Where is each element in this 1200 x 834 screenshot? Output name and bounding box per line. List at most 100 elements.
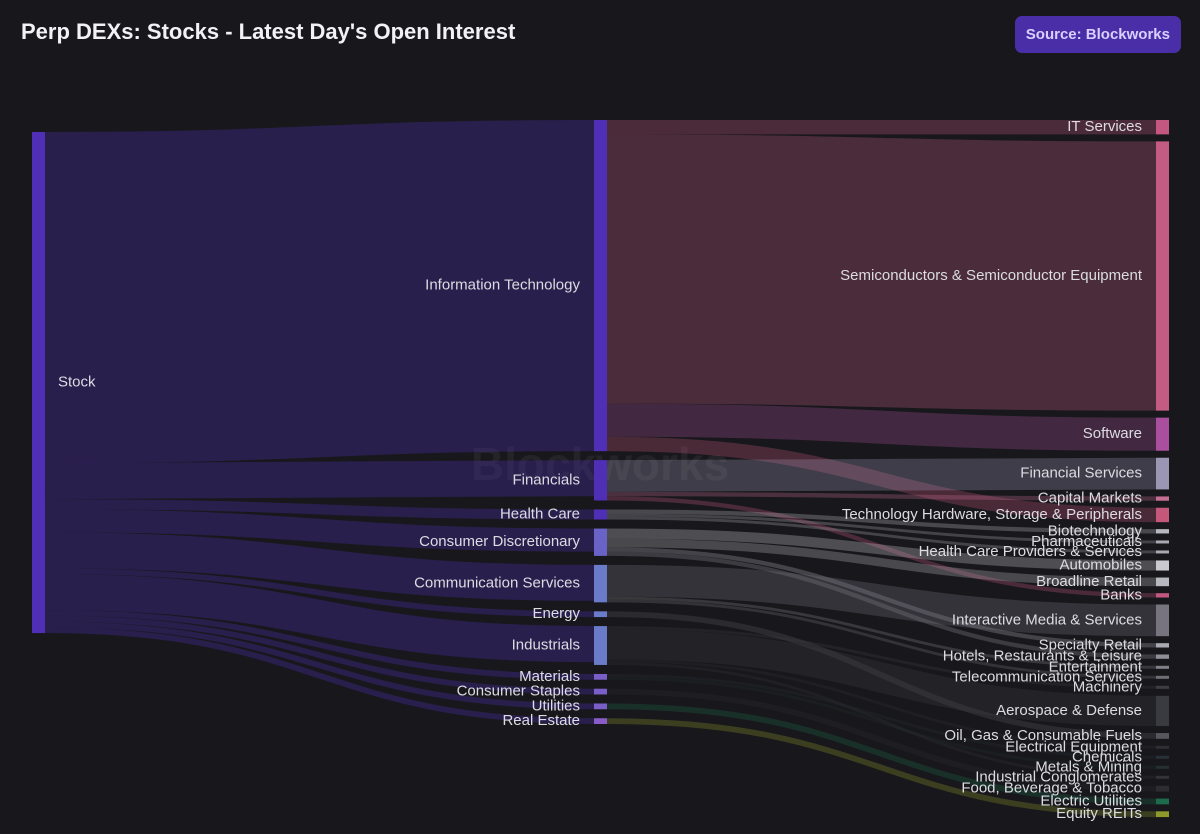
sankey-link-it-soft[interactable] — [606, 403, 1157, 451]
sankey-node-hc[interactable] — [594, 509, 607, 520]
sankey-node-ent[interactable] — [1156, 665, 1169, 669]
sankey-link-stock-stap[interactable] — [44, 615, 595, 695]
sankey-label-hcps: Health Care Providers & Services — [919, 543, 1142, 560]
sankey-link-stock-re[interactable] — [44, 627, 595, 724]
sankey-link-ind-aero[interactable] — [606, 628, 1157, 727]
sankey-link-it-semi[interactable] — [606, 134, 1157, 411]
sankey-node-cd[interactable] — [594, 528, 607, 556]
sankey-link-stock-cs[interactable] — [44, 532, 595, 601]
sankey-label-fin: Financials — [512, 471, 580, 488]
sankey-link-stock-ind[interactable] — [44, 574, 595, 663]
sankey-node-elec[interactable] — [1156, 745, 1169, 749]
sankey-node-hotels[interactable] — [1156, 654, 1169, 659]
sankey-node-soft[interactable] — [1156, 417, 1169, 451]
sankey-node-capm[interactable] — [1156, 496, 1169, 501]
sankey-node-finserv[interactable] — [1156, 457, 1169, 490]
sankey-link-cd-hotels[interactable] — [606, 551, 1157, 659]
sankey-link-cs-ent[interactable] — [606, 596, 1157, 669]
sankey-label-cs: Communication Services — [414, 575, 580, 592]
sankey-label-ent: Entertainment — [1049, 658, 1143, 675]
sankey-link-stock-util[interactable] — [44, 621, 595, 710]
sankey-node-hcps[interactable] — [1156, 550, 1169, 554]
sankey-node-ind[interactable] — [594, 626, 607, 665]
sankey-node-mach[interactable] — [1156, 685, 1169, 689]
sankey-node-banks[interactable] — [1156, 593, 1169, 598]
sankey-node-stap[interactable] — [594, 688, 607, 695]
sankey-label-it: Information Technology — [425, 277, 580, 294]
sankey-link-util-elutil[interactable] — [606, 703, 1157, 805]
sankey-label-cd: Consumer Discretionary — [419, 533, 580, 550]
sankey-label-bio: Biotechnology — [1048, 522, 1143, 539]
sankey-node-oil[interactable] — [1156, 733, 1169, 739]
sankey-node-broad[interactable] — [1156, 577, 1169, 587]
sankey-node-bio[interactable] — [1156, 529, 1169, 534]
sankey-node-aero[interactable] — [1156, 695, 1169, 727]
sankey-link-stock-mat[interactable] — [44, 610, 595, 680]
sankey-link-hc-hcps[interactable] — [606, 516, 1157, 554]
sankey-label-broad: Broadline Retail — [1036, 573, 1142, 590]
sankey-links — [44, 120, 1157, 818]
sankey-node-it[interactable] — [594, 120, 607, 452]
sankey-link-stock-fin[interactable] — [44, 460, 595, 500]
sankey-node-semi[interactable] — [1156, 141, 1169, 411]
sankey-link-ind-elec[interactable] — [606, 659, 1157, 749]
sankey-link-hc-bio[interactable] — [606, 509, 1157, 534]
sankey-link-hc-pharma[interactable] — [606, 513, 1157, 544]
sankey-label-finserv: Financial Services — [1020, 465, 1142, 482]
sankey-node-stock[interactable] — [32, 132, 45, 634]
sankey-label-mat: Materials — [519, 668, 580, 685]
sankey-link-cs-ims[interactable] — [606, 564, 1157, 637]
sankey-node-telecom[interactable] — [1156, 675, 1169, 679]
sankey-label-hotels: Hotels, Restaurants & Leisure — [943, 648, 1142, 665]
sankey-label-indcong: Industrial Conglomerates — [975, 768, 1142, 785]
sankey-link-ind-mach[interactable] — [606, 626, 1157, 689]
sankey-node-auto[interactable] — [1156, 560, 1169, 571]
source-badge[interactable]: Source: Blockworks — [1014, 16, 1181, 53]
sankey-node-fin[interactable] — [594, 460, 607, 501]
sankey-nodes — [32, 120, 1169, 818]
sankey-label-ims: Interactive Media & Services — [952, 611, 1142, 628]
sankey-label-ind: Industrials — [512, 636, 580, 653]
sankey-link-cd-spec[interactable] — [606, 547, 1157, 648]
sankey-node-util[interactable] — [594, 703, 607, 710]
sankey-node-tech[interactable] — [1156, 507, 1169, 523]
sankey-link-cd-auto[interactable] — [606, 528, 1157, 571]
sankey-node-its[interactable] — [1156, 120, 1169, 135]
sankey-link-stock-en[interactable] — [44, 568, 595, 618]
sankey-link-ind-indcong[interactable] — [606, 662, 1157, 779]
sankey-link-re-reits[interactable] — [606, 718, 1157, 818]
sankey-link-fin-banks[interactable] — [606, 496, 1157, 598]
sankey-node-chem[interactable] — [1156, 755, 1169, 759]
sankey-label-semi: Semiconductors & Semiconductor Equipment — [840, 267, 1143, 284]
sankey-link-cd-broad[interactable] — [606, 538, 1157, 587]
sankey-node-ims[interactable] — [1156, 604, 1169, 637]
sankey-link-fin-finserv[interactable] — [606, 457, 1157, 492]
sankey-node-reits[interactable] — [1156, 811, 1169, 818]
sankey-link-stock-cd[interactable] — [44, 509, 595, 552]
sankey-node-en[interactable] — [594, 611, 607, 618]
sankey-link-stap-food[interactable] — [606, 688, 1157, 792]
sankey-node-elutil[interactable] — [1156, 798, 1169, 805]
sankey-link-en-oil[interactable] — [606, 611, 1157, 739]
sankey-node-mat[interactable] — [594, 673, 607, 680]
sankey-link-mat-chem[interactable] — [606, 673, 1157, 759]
sankey-label-aero: Aerospace & Defense — [996, 702, 1142, 719]
sankey-node-food[interactable] — [1156, 785, 1169, 792]
sankey-label-util: Utilities — [532, 697, 580, 714]
sankey-node-re[interactable] — [594, 718, 607, 724]
sankey-link-fin-capm[interactable] — [606, 491, 1157, 501]
sankey-link-stock-it[interactable] — [44, 120, 595, 464]
sankey-node-metals[interactable] — [1156, 765, 1169, 769]
sankey-label-elec: Electrical Equipment — [1005, 738, 1143, 755]
sankey-link-stock-hc[interactable] — [44, 499, 595, 520]
sankey-label-mach: Machinery — [1073, 678, 1143, 695]
sankey-link-cs-telecom[interactable] — [606, 599, 1157, 679]
sankey-node-indcong[interactable] — [1156, 775, 1169, 779]
sankey-label-stock: Stock — [58, 373, 96, 390]
sankey-link-mat-metals[interactable] — [606, 676, 1157, 769]
sankey-node-spec[interactable] — [1156, 643, 1169, 648]
sankey-node-pharma[interactable] — [1156, 540, 1169, 544]
sankey-node-cs[interactable] — [594, 564, 607, 603]
sankey-link-it-tech[interactable] — [606, 436, 1157, 523]
sankey-label-banks: Banks — [1100, 586, 1142, 603]
